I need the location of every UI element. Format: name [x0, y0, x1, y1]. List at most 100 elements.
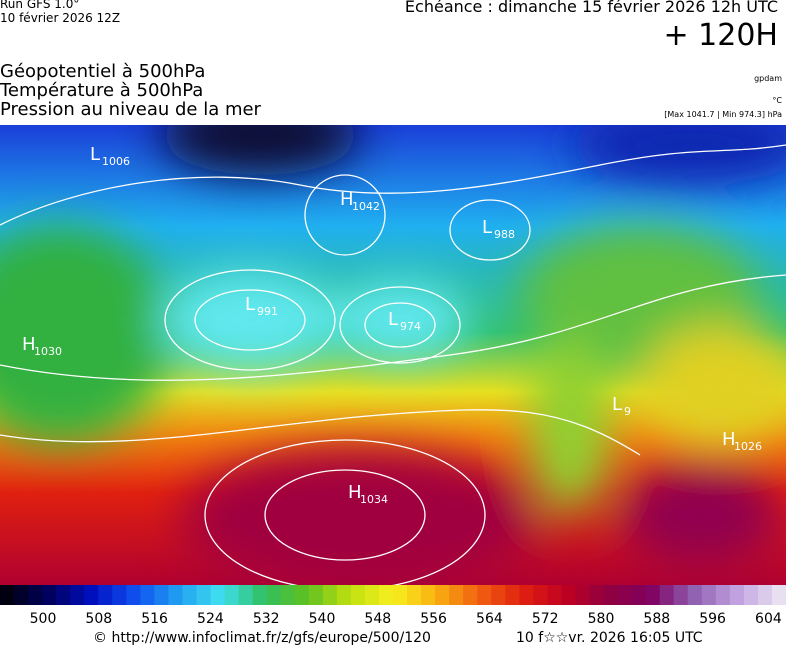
colorbar-swatch: [743, 585, 759, 605]
colorbar-swatch: [168, 585, 183, 605]
timestamp: 10 f☆☆vr. 2026 16:05 UTC: [516, 630, 703, 646]
unit: gpdam: [754, 74, 782, 83]
run: Run GFS 1.0°: [0, 0, 80, 11]
colorbar-swatch: [701, 585, 717, 605]
center-kind: H: [22, 334, 36, 355]
colorbar-swatch: [84, 585, 99, 605]
colorbar-swatch: [589, 585, 605, 605]
colorbar-swatch: [729, 585, 745, 605]
colorbar-swatch: [673, 585, 689, 605]
colorbar-label: 500: [30, 611, 57, 625]
colorbar-swatch: [98, 585, 113, 605]
colorbar-label: 516: [141, 611, 168, 625]
colorbar-swatch: [603, 585, 619, 605]
colorbar-swatch: [407, 585, 422, 605]
center-value: 1026: [734, 440, 762, 453]
colorbar-swatch: [322, 585, 338, 605]
center-value: 988: [494, 228, 515, 241]
colorbar-swatch: [378, 585, 394, 605]
center-value: 1034: [360, 493, 388, 506]
valid-time: Echéance : dimanche 15 février 2026 12h …: [404, 0, 778, 16]
colorbar-label: 532: [253, 611, 280, 625]
center-kind: L: [482, 217, 492, 238]
colorbar-swatch: [533, 585, 548, 605]
colorbar-swatch: [631, 585, 647, 605]
colorbar-swatch: [140, 585, 155, 605]
center-kind: H: [722, 429, 736, 450]
center-value: 1006: [102, 155, 130, 168]
center-kind: H: [340, 189, 354, 210]
colorbar-label: 564: [476, 611, 503, 625]
lead-time: + 120H: [663, 18, 779, 53]
colorbar-swatch: [435, 585, 450, 605]
colorbar-swatch: [659, 585, 675, 605]
colorbar-swatch: [196, 585, 212, 605]
colorbar-swatch: [463, 585, 478, 605]
colorbar-swatch: [56, 585, 71, 605]
colorbar-swatch: [126, 585, 141, 605]
colorbar-swatch: [14, 585, 29, 605]
colorbar-swatch: [154, 585, 169, 605]
colorbar-label: 588: [643, 611, 670, 625]
colorbar-swatch: [757, 585, 773, 605]
colorbar-label: 596: [699, 611, 726, 625]
colorbar-swatch: [547, 585, 562, 605]
colorbar-swatch: [364, 585, 380, 605]
run-date: 10 février 2026 12Z: [0, 11, 121, 25]
colorbar-swatch: [42, 585, 57, 605]
source: © http://www.infoclimat.fr/z/gfs/europe/…: [93, 630, 431, 646]
center-value: 974: [400, 320, 421, 333]
colorbar-swatch: [561, 585, 576, 605]
center-kind: L: [388, 309, 398, 330]
colorbar-swatch: [477, 585, 492, 605]
colorbar-label: 604: [755, 611, 782, 625]
colorbar-swatch: [182, 585, 197, 605]
colorbar-swatch: [252, 585, 268, 605]
colorbar-swatch: [70, 585, 85, 605]
colorbar-swatch: [617, 585, 633, 605]
colorbar-swatch: [224, 585, 240, 605]
colorbar-swatch: [308, 585, 324, 605]
colorbar-label: 508: [85, 611, 112, 625]
colorbar-swatch: [280, 585, 296, 605]
colorbar-swatch: [238, 585, 254, 605]
colorbar: 500 508 516 524 532 540 548 556 564 572 580 588 596 6…: [0, 585, 786, 625]
colorbar-swatch: [294, 585, 310, 605]
colorbar-swatch: [505, 585, 520, 605]
colorbar-swatch: [519, 585, 534, 605]
colorbar-swatch: [687, 585, 703, 605]
center-value: 9: [624, 405, 631, 418]
colorbar-label: 580: [588, 611, 615, 625]
unit: °C: [772, 96, 782, 105]
colorbar-swatch: [112, 585, 127, 605]
field-shading: [0, 125, 786, 585]
colorbar-swatch: [421, 585, 436, 605]
colorbar-swatch: [645, 585, 661, 605]
colorbar-swatch: [715, 585, 731, 605]
field: Température à 500hPa: [0, 80, 204, 101]
center-kind: L: [90, 144, 100, 165]
center-value: 1030: [34, 345, 62, 358]
colorbar-swatch: [575, 585, 590, 605]
field: Géopotentiel à 500hPa: [0, 61, 206, 82]
colorbar-label: 556: [420, 611, 447, 625]
colorbar-swatch: [350, 585, 366, 605]
colorbar-swatch: [491, 585, 506, 605]
center-kind: H: [348, 482, 362, 503]
center-kind: L: [612, 394, 622, 415]
colorbar-swatch: [210, 585, 226, 605]
center-value: 1042: [352, 200, 380, 213]
colorbar-swatch: [336, 585, 352, 605]
colorbar-label: 548: [364, 611, 391, 625]
colorbar-swatch: [771, 585, 786, 605]
unit: [Max 1041.7 | Min 974.3] hPa: [664, 110, 782, 119]
center-value: 991: [257, 305, 278, 318]
colorbar-label: 572: [532, 611, 559, 625]
colorbar-swatch: [449, 585, 464, 605]
colorbar-label: 524: [197, 611, 224, 625]
colorbar-swatch: [266, 585, 282, 605]
colorbar-swatch: [393, 585, 408, 605]
